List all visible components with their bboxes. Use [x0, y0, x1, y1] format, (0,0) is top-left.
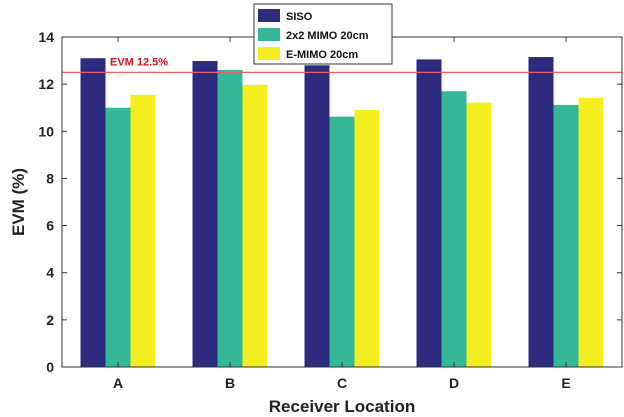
x-tick-label: C [337, 375, 347, 391]
x-tick-label: E [561, 375, 570, 391]
legend-label-e-mimo-20cm: E-MIMO 20cm [286, 49, 358, 61]
bar-2x2-mimo-20cm-d [441, 91, 467, 368]
x-axis: A B C D E [113, 37, 571, 391]
x-tick-label: B [225, 375, 235, 391]
bar-e-mimo-20cm-b [242, 84, 268, 367]
bar-e-mimo-20cm-e [578, 97, 604, 367]
bar-2x2-mimo-20cm-b [217, 70, 243, 367]
bar-siso-e [528, 57, 554, 367]
y-axis-title: EVM (%) [9, 168, 28, 236]
legend-swatch-e-mimo-20cm [258, 47, 280, 60]
y-axis: 0 2 4 6 8 10 12 14 [38, 29, 622, 375]
legend: SISO 2x2 MIMO 20cm E-MIMO 20cm [253, 3, 393, 65]
y-tick-label: 2 [46, 312, 54, 328]
y-tick-label: 6 [46, 218, 54, 234]
bar-2x2-mimo-20cm-c [329, 116, 355, 367]
legend-label-siso: SISO [286, 11, 313, 23]
legend-swatch-siso [258, 9, 280, 22]
legend-swatch-2x2-mimo-20cm [258, 28, 280, 41]
bar-e-mimo-20cm-c [354, 110, 380, 367]
bar-siso-c [304, 65, 330, 367]
y-tick-label: 12 [38, 76, 54, 92]
bar-2x2-mimo-20cm-a [105, 107, 131, 368]
y-tick-label: 4 [46, 265, 54, 281]
y-tick-label: 8 [46, 170, 54, 186]
y-tick-label: 0 [46, 359, 54, 375]
y-tick-label: 14 [38, 29, 54, 45]
x-tick-label: A [113, 375, 123, 391]
bar-e-mimo-20cm-a [130, 94, 156, 367]
bar-siso-d [416, 59, 442, 367]
legend-label-2x2-mimo-20cm: 2x2 MIMO 20cm [286, 30, 369, 42]
bar-2x2-mimo-20cm-e [553, 104, 579, 367]
bars-layer [80, 57, 604, 368]
bar-e-mimo-20cm-d [466, 102, 492, 367]
y-tick-label: 10 [38, 123, 54, 139]
bar-siso-b [192, 61, 218, 367]
x-axis-title: Receiver Location [269, 397, 415, 416]
evm-threshold-label: EVM 12.5% [110, 56, 168, 68]
bar-siso-a [80, 58, 106, 368]
x-tick-label: D [449, 375, 459, 391]
